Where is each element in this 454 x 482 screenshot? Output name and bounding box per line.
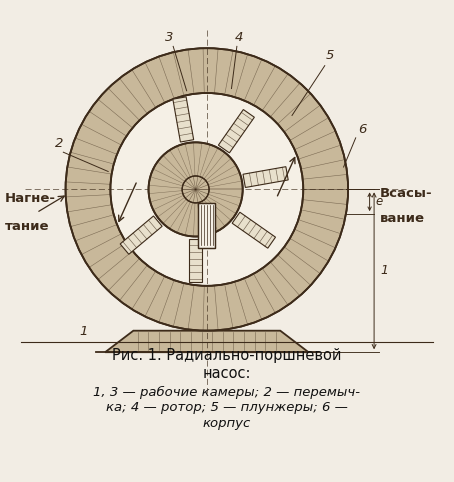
Text: корпус: корпус: [203, 417, 251, 430]
Bar: [198, 203, 215, 248]
Bar: [198, 203, 215, 248]
Text: 1: 1: [380, 264, 388, 277]
Text: e: e: [376, 195, 383, 208]
Text: Всасы-: Всасы-: [380, 187, 432, 201]
Text: тание: тание: [5, 220, 49, 233]
Polygon shape: [243, 167, 288, 187]
Text: 6: 6: [358, 123, 366, 136]
Text: 5: 5: [326, 49, 334, 62]
Polygon shape: [232, 212, 276, 248]
Circle shape: [148, 142, 243, 237]
Text: 1: 1: [79, 325, 88, 338]
Polygon shape: [120, 216, 162, 254]
Polygon shape: [173, 97, 194, 142]
Polygon shape: [105, 331, 309, 352]
Text: вание: вание: [380, 212, 424, 225]
Text: 3: 3: [164, 31, 173, 44]
Circle shape: [182, 176, 209, 203]
Text: 4: 4: [235, 31, 243, 44]
Text: насос:: насос:: [203, 366, 251, 381]
Circle shape: [110, 93, 303, 286]
Text: Нагне-: Нагне-: [5, 192, 56, 205]
Text: ка; 4 — ротор; 5 — плунжеры; 6 —: ка; 4 — ротор; 5 — плунжеры; 6 —: [106, 402, 348, 415]
Polygon shape: [189, 239, 202, 282]
Text: 2: 2: [54, 137, 63, 150]
Text: 1, 3 — рабочие камеры; 2 — перемыч-: 1, 3 — рабочие камеры; 2 — перемыч-: [94, 386, 360, 399]
Circle shape: [65, 48, 348, 331]
Text: Рис. 1. Радиально-поршневой: Рис. 1. Радиально-поршневой: [112, 348, 342, 363]
Polygon shape: [218, 109, 254, 153]
